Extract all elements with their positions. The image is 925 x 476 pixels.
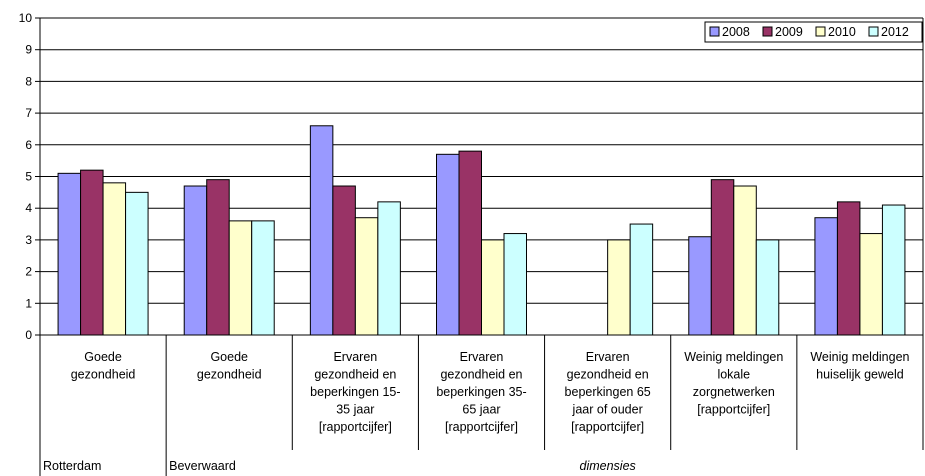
axes <box>39 17 924 476</box>
category-label: Ervaren gezondheid en beperkingen 15-35 ja… <box>310 350 400 434</box>
legend-label-2012: 2012 <box>881 25 909 39</box>
bar-2010 <box>733 185 757 336</box>
legend-swatch-2010 <box>815 26 826 37</box>
bar-2010 <box>354 217 379 336</box>
legend-box <box>704 21 923 43</box>
bar-2012 <box>755 239 780 336</box>
y-tick-label: 2 <box>25 265 32 279</box>
bar-2008 <box>688 236 712 336</box>
legend-swatch-2012 <box>868 26 879 37</box>
category-label: Weinig meldingen lokale zorgnetwerken [rapp… <box>684 350 783 417</box>
y-tick-label: 5 <box>25 170 32 184</box>
legend-swatch-2009 <box>762 26 773 37</box>
legend-swatch-2008 <box>709 26 720 37</box>
category-label: Ervaren gezondheid en beperkingen 35-65 ja… <box>436 350 526 434</box>
bar-2009 <box>710 179 735 336</box>
y-tick-label: 1 <box>25 296 32 310</box>
legend-label-2010: 2010 <box>828 25 856 39</box>
bar-2012 <box>125 191 149 336</box>
bars <box>57 125 906 336</box>
bar-2012 <box>629 223 654 336</box>
bar-2009 <box>206 179 230 336</box>
y-tick-label: 3 <box>25 233 32 247</box>
bar-2010 <box>102 182 127 336</box>
bar-2010 <box>481 239 505 336</box>
y-tick-label: 0 <box>25 328 32 342</box>
y-tick-label: 8 <box>25 74 32 88</box>
bar-2010 <box>228 220 253 336</box>
bar-2010 <box>607 239 631 336</box>
bar-2008 <box>57 172 82 336</box>
bar-2009 <box>836 201 861 336</box>
bar-2012 <box>503 233 527 336</box>
y-tick-label: 4 <box>25 201 32 215</box>
bar-2012 <box>251 220 275 336</box>
group-label: Beverwaard <box>169 459 236 473</box>
category-labels: Goede gezondheid Goede gezondheid Ervaren gez… <box>71 350 910 434</box>
group-labels: Rotterdam Beverwaard <box>43 459 236 473</box>
bar-2012 <box>377 201 401 336</box>
bar-2012 <box>881 204 906 336</box>
x-axis-title: dimensies <box>580 459 636 473</box>
group-label: Rotterdam <box>43 459 101 473</box>
legend: 2008 2009 2010 2012 <box>704 21 923 43</box>
y-tick-label: 9 <box>25 43 32 57</box>
bar-2009 <box>458 150 482 336</box>
bar-2008 <box>183 185 208 336</box>
y-axis-tick-labels: 0 1 2 3 4 5 6 7 8 9 10 <box>19 11 33 342</box>
bar-2009 <box>80 169 104 336</box>
legend-label-2009: 2009 <box>775 25 803 39</box>
y-tick-label: 7 <box>25 106 32 120</box>
category-label: Ervaren gezondheid en beperkingen 65 jaar o… <box>565 350 651 434</box>
y-tick-label: 6 <box>25 138 32 152</box>
category-label: Goede gezondheid <box>197 350 262 382</box>
category-label: Goede gezondheid <box>71 350 136 382</box>
bar-2008 <box>436 153 460 336</box>
bar-2009 <box>332 185 356 336</box>
legend-label-2008: 2008 <box>722 25 750 39</box>
category-label: Weinig meldingen huiselijk geweld <box>810 350 909 382</box>
bar-2010 <box>859 233 883 336</box>
y-tick-label: 10 <box>19 11 33 25</box>
bar-2008 <box>309 125 334 336</box>
bar-2008 <box>814 217 838 336</box>
